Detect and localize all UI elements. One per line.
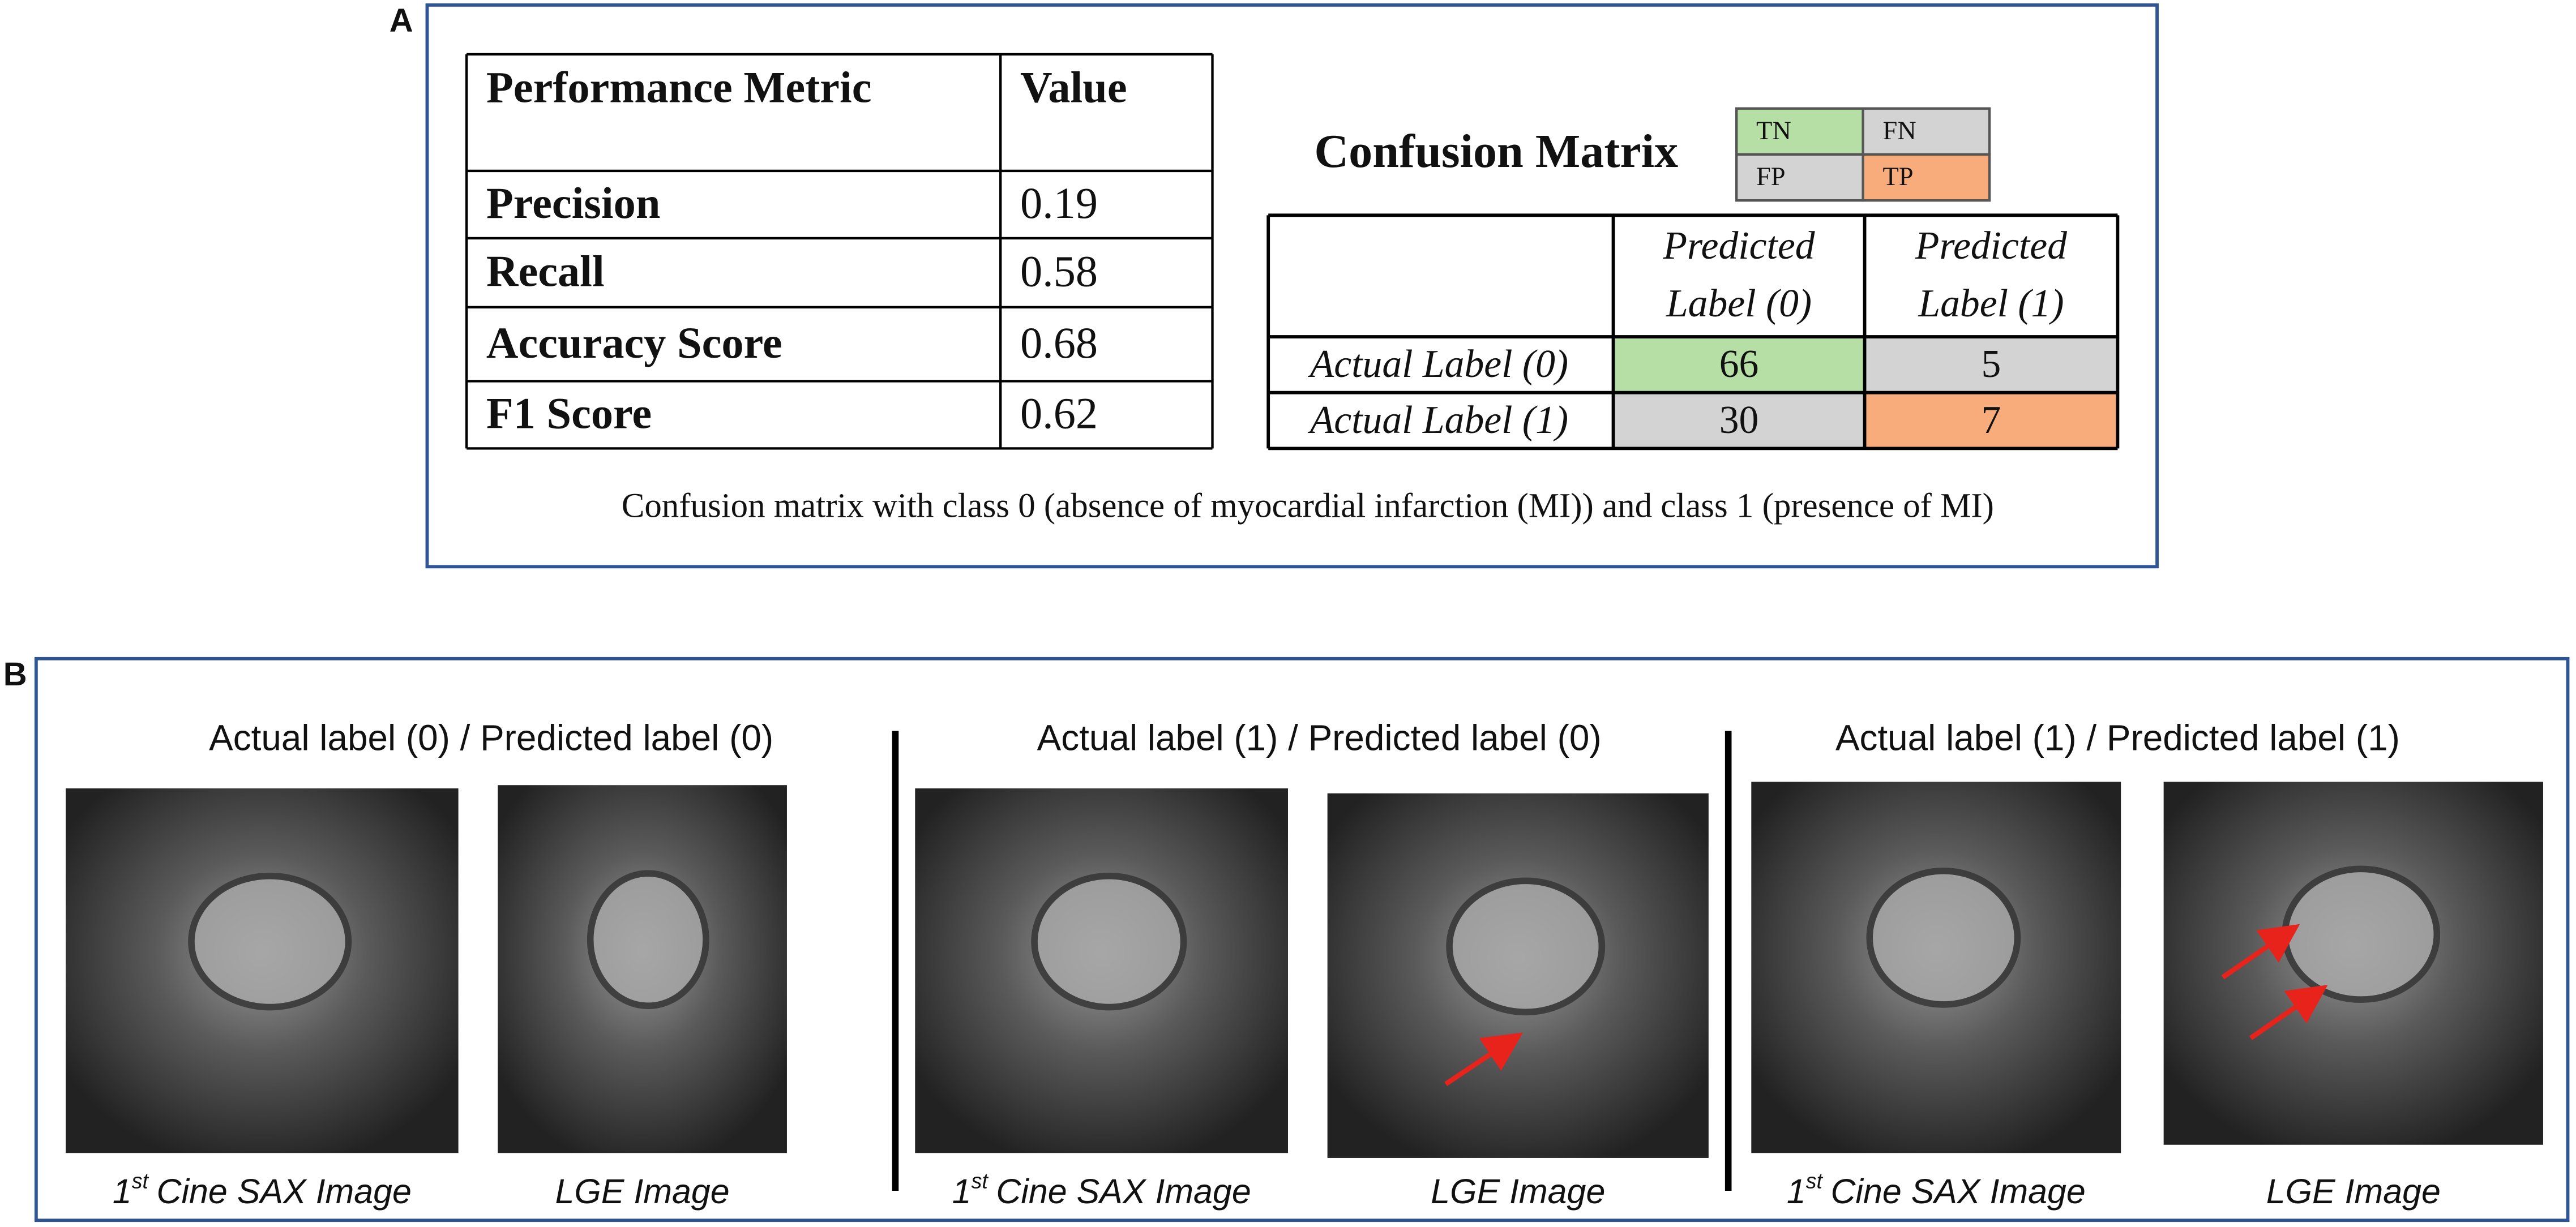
metric-name: F1 Score (486, 389, 652, 438)
metric-value: 0.68 (1020, 318, 1098, 367)
caption-sup: st (132, 1169, 149, 1192)
cm-cell (1864, 337, 2118, 393)
legend-cell (1862, 107, 1991, 156)
cm-cell (1613, 337, 1865, 393)
cm-cell (1864, 392, 2118, 449)
cm-value: 30 (1719, 398, 1759, 442)
legend-label: TP (1882, 162, 1913, 191)
image-caption: 1st Cine SAX Image (952, 1169, 1251, 1210)
caption-text: Cine SAX Image (157, 1172, 412, 1211)
cm-title: Confusion Matrix (1314, 125, 1678, 178)
cm-cell (1613, 392, 1865, 449)
heart (1866, 868, 2021, 1008)
metric-value: 0.62 (1020, 389, 1098, 438)
caption-sup: st (1806, 1169, 1824, 1192)
legend-cell (1735, 107, 1864, 156)
heart (1446, 877, 1606, 1016)
cm-row-label: Actual Label (1) (1308, 398, 1568, 442)
heart (2282, 865, 2441, 1003)
image-caption: 1st Cine SAX Image (113, 1169, 412, 1210)
caption-text: LGE Image (555, 1172, 730, 1211)
table-header: Value (1020, 63, 1127, 112)
panel-a-frame (425, 3, 2159, 569)
caption-text: Cine SAX Image (996, 1172, 1251, 1211)
legend-label: FN (1882, 117, 1916, 145)
image-caption: LGE Image (555, 1172, 730, 1211)
image-caption: LGE Image (2266, 1172, 2441, 1211)
legend-cell (1735, 153, 1864, 202)
cm-column-header: Predicted (1915, 224, 2067, 268)
caption-text: LGE Image (1431, 1172, 1605, 1211)
caption-text: Cine SAX Image (1830, 1172, 2085, 1211)
cm-column-header: Predicted (1663, 224, 1815, 268)
panel-label: A (390, 2, 413, 39)
cm-value: 5 (1982, 342, 2001, 386)
cm-value: 7 (1982, 398, 2001, 442)
metric-value: 0.58 (1020, 247, 1098, 296)
group-title: Actual label (1) / Predicted label (1) (1835, 718, 2400, 758)
legend-label: FP (1756, 162, 1786, 191)
cm-value: 66 (1719, 342, 1759, 386)
group-title: Actual label (1) / Predicted label (0) (1037, 718, 1602, 758)
metric-name: Precision (486, 178, 660, 228)
image-caption: 1st Cine SAX Image (1787, 1169, 2086, 1210)
caption: Confusion matrix with class 0 (absence o… (622, 487, 1994, 525)
caption-text: LGE Image (2266, 1172, 2441, 1211)
table-header: Performance Metric (486, 63, 872, 112)
panel-b-frame (34, 657, 2570, 1222)
arrows (1444, 924, 2328, 1086)
caption-prefix: 1 (1787, 1172, 1806, 1211)
caption-prefix: 1 (113, 1172, 132, 1211)
group-title: Actual label (0) / Predicted label (0) (209, 718, 773, 758)
metric-value: 0.19 (1020, 178, 1098, 228)
legend-label: TN (1756, 117, 1791, 145)
caption-prefix: 1 (952, 1172, 972, 1211)
cm-column-header: Label (0) (1666, 282, 1812, 325)
heart (587, 870, 709, 1010)
panel-label: B (3, 656, 27, 693)
legend-cell (1862, 153, 1991, 202)
metric-name: Recall (486, 247, 605, 296)
cm-row-label: Actual Label (0) (1308, 342, 1568, 386)
heart (1031, 872, 1187, 1011)
heart (188, 872, 352, 1011)
caption-sup: st (971, 1169, 989, 1192)
metric-name: Accuracy Score (486, 318, 782, 367)
cm-column-header: Label (1) (1918, 282, 2064, 325)
image-caption: LGE Image (1431, 1172, 1605, 1211)
